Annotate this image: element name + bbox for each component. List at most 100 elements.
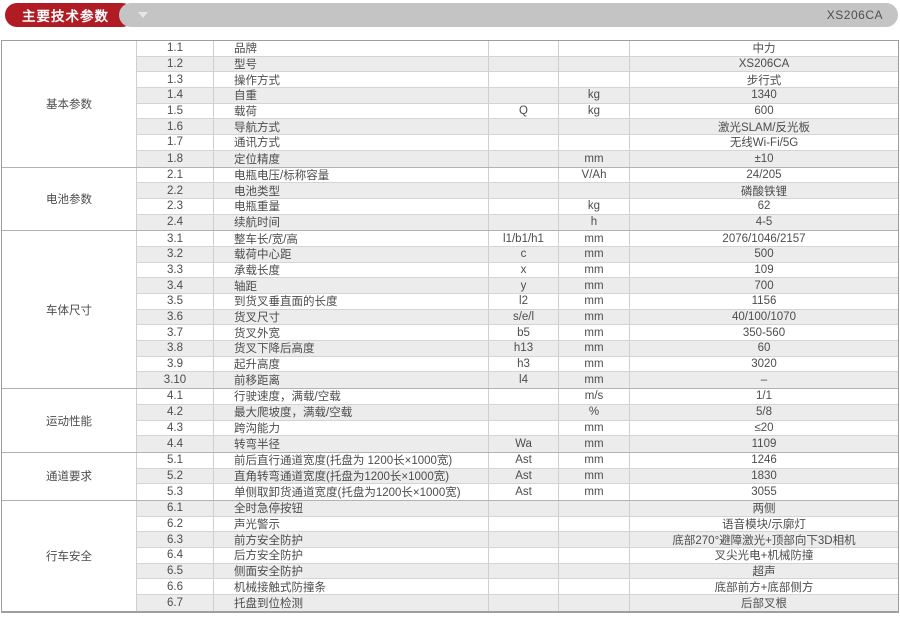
param-unit: mm <box>559 294 630 309</box>
page-title: 主要技术参数 <box>22 9 109 24</box>
param-name: 操作方式 <box>214 72 489 88</box>
param-name: 续航时间 <box>214 214 489 231</box>
collapse-toggle[interactable] <box>130 3 156 27</box>
param-symbol: y <box>489 278 559 293</box>
row-number: 5.1 <box>137 452 214 468</box>
param-unit: V/Ah <box>559 167 630 183</box>
spec-row: 4.2 最大爬坡度，满载/空载 % 5/8 <box>137 404 898 421</box>
param-unit <box>559 183 630 198</box>
spec-section: 车体尺寸 3.1 整车长/宽/高 l1/b1/h1 mm 2076/1046/2… <box>2 231 898 390</box>
row-number: 3.7 <box>137 325 214 341</box>
spec-row: 5.3 单侧取卸货通道宽度(托盘为1200长×1000宽) Ast mm 305… <box>137 484 898 500</box>
row-number: 6.1 <box>137 500 214 516</box>
param-value: 1/1 <box>756 390 772 403</box>
param-value: 激光SLAM/反光板 <box>717 121 810 134</box>
param-unit <box>559 532 630 547</box>
spec-row: 3.1 整车长/宽/高 l1/b1/h1 mm 2076/1046/2157 <box>137 231 898 247</box>
param-symbol <box>489 41 559 56</box>
param-symbol: l2 <box>489 294 559 309</box>
param-unit: mm <box>559 436 630 452</box>
spec-row: 1.2 型号 XS206CA <box>137 56 898 73</box>
param-value: 磷酸铁锂 <box>741 185 787 198</box>
spec-row: 2.1 电瓶电压/标称容量 V/Ah 24/205 <box>137 167 898 184</box>
row-number: 1.6 <box>137 119 214 135</box>
param-unit <box>559 56 630 72</box>
param-unit: mm <box>559 278 630 293</box>
param-name: 直角转弯通道宽度(托盘为1200长×1000宽) <box>214 468 489 484</box>
param-value: 中力 <box>752 43 776 56</box>
spec-row: 6.2 声光警示 语音模块/示廓灯 <box>137 516 898 533</box>
row-number: 1.4 <box>137 88 214 103</box>
spec-row: 3.7 货叉外宽 b5 mm 350-560 <box>137 325 898 342</box>
param-name: 转弯半径 <box>214 436 489 452</box>
param-unit: mm <box>559 420 630 436</box>
param-name: 到货叉垂直面的长度 <box>214 294 489 309</box>
param-symbol <box>489 88 559 103</box>
param-unit <box>559 119 630 135</box>
param-name: 导航方式 <box>214 119 489 135</box>
spec-row: 3.8 货叉下降后高度 h13 mm 60 <box>137 341 898 357</box>
param-symbol <box>489 595 559 611</box>
spec-section: 电池参数 2.1 电瓶电压/标称容量 V/Ah 24/205 2.2 电池类型 … <box>2 167 898 232</box>
param-unit: m/s <box>559 389 630 404</box>
param-name: 货叉尺寸 <box>214 309 489 325</box>
param-symbol <box>489 500 559 516</box>
param-symbol <box>489 579 559 595</box>
param-value: 1246 <box>751 454 777 467</box>
category-cell: 运动性能 <box>2 389 137 452</box>
row-number: 3.6 <box>137 309 214 325</box>
param-value: 24/205 <box>746 168 782 181</box>
section-rows: 2.1 电瓶电压/标称容量 V/Ah 24/205 2.2 电池类型 磷酸铁锂 … <box>137 167 898 231</box>
spec-row: 4.3 跨沟能力 mm ≤20 <box>137 420 898 437</box>
param-symbol: Ast <box>489 452 559 468</box>
section-rows: 5.1 前后直行通道宽度(托盘为 1200长×1000宽) Ast mm 124… <box>137 452 898 500</box>
row-number: 6.6 <box>137 579 214 595</box>
param-symbol: l4 <box>489 372 559 389</box>
spec-row: 3.3 承载长度 x mm 109 <box>137 262 898 279</box>
param-value: 40/100/1070 <box>732 311 796 324</box>
row-number: 1.8 <box>137 150 214 167</box>
param-value: XS206CA <box>738 58 790 71</box>
row-number: 2.2 <box>137 183 214 198</box>
param-symbol: b5 <box>489 325 559 341</box>
param-symbol <box>489 56 559 72</box>
param-symbol <box>489 420 559 436</box>
spec-section: 行车安全 6.1 全时急停按钮 两侧 6.2 声光警示 语音模块/示廓灯 6.3… <box>2 500 898 611</box>
param-value: 3020 <box>751 358 777 371</box>
header-bar: XS206CA <box>119 3 898 27</box>
row-number: 3.5 <box>137 294 214 309</box>
param-name: 承载长度 <box>214 262 489 278</box>
param-name: 单侧取卸货通道宽度(托盘为1200长×1000宽) <box>214 484 489 500</box>
page-title-badge: 主要技术参数 <box>5 3 134 27</box>
spec-row: 3.10 前移距离 l4 mm – <box>137 372 898 389</box>
spec-row: 1.7 通讯方式 无线Wi-Fi/5G <box>137 135 898 151</box>
param-unit: kg <box>559 103 630 119</box>
param-symbol <box>489 150 559 167</box>
param-symbol: h13 <box>489 341 559 356</box>
param-value: ≤20 <box>754 421 774 434</box>
param-name: 定位精度 <box>214 150 489 167</box>
param-value: 700 <box>754 279 774 292</box>
param-unit <box>559 135 630 150</box>
spec-row: 2.2 电池类型 磷酸铁锂 <box>137 183 898 199</box>
param-unit: kg <box>559 198 630 214</box>
param-name: 载荷 <box>214 103 489 119</box>
param-symbol <box>489 389 559 404</box>
param-name: 货叉下降后高度 <box>214 341 489 356</box>
param-symbol <box>489 548 559 563</box>
param-name: 后方安全防护 <box>214 548 489 563</box>
param-name: 托盘到位检测 <box>214 595 489 611</box>
param-value: 4-5 <box>755 216 773 229</box>
param-name: 声光警示 <box>214 516 489 532</box>
param-unit <box>559 516 630 532</box>
param-symbol <box>489 563 559 579</box>
param-symbol <box>489 167 559 183</box>
row-number: 3.1 <box>137 231 214 246</box>
param-symbol: Wa <box>489 436 559 452</box>
param-unit: mm <box>559 452 630 468</box>
spec-row: 1.6 导航方式 激光SLAM/反光板 <box>137 119 898 136</box>
param-value: 1156 <box>751 295 777 308</box>
param-value: 62 <box>757 200 771 213</box>
param-name: 全时急停按钮 <box>214 500 489 516</box>
